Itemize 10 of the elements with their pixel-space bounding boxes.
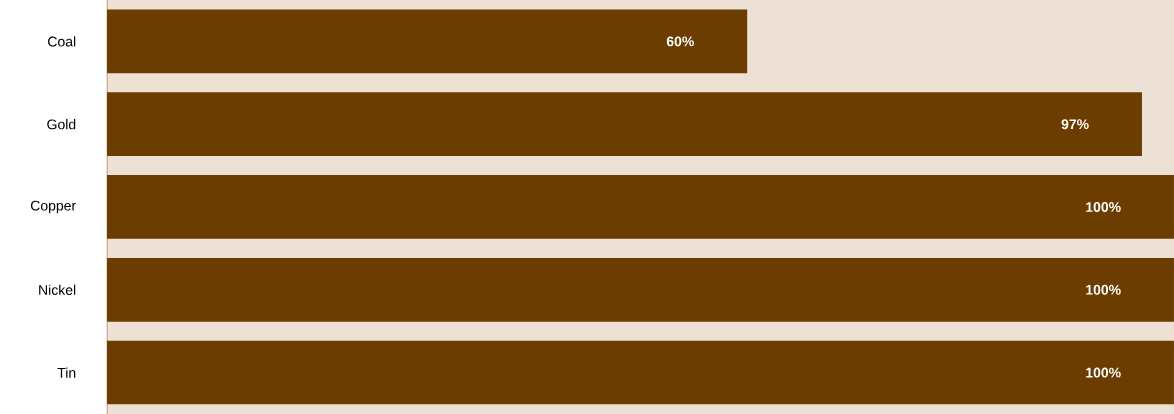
data-label: 100% [1086, 284, 1121, 295]
y-tick-label: Gold [47, 119, 76, 130]
data-label: 100% [1086, 202, 1121, 212]
y-tick-label: Coal [48, 36, 76, 47]
data-label: 60% [666, 36, 694, 47]
y-tick-label: Tin [57, 367, 76, 378]
y-tick-label: Nickel [39, 284, 76, 295]
y-tick-label: Copper [30, 200, 76, 214]
data-label: 97% [1061, 119, 1089, 130]
data-label: 100% [1086, 367, 1121, 378]
